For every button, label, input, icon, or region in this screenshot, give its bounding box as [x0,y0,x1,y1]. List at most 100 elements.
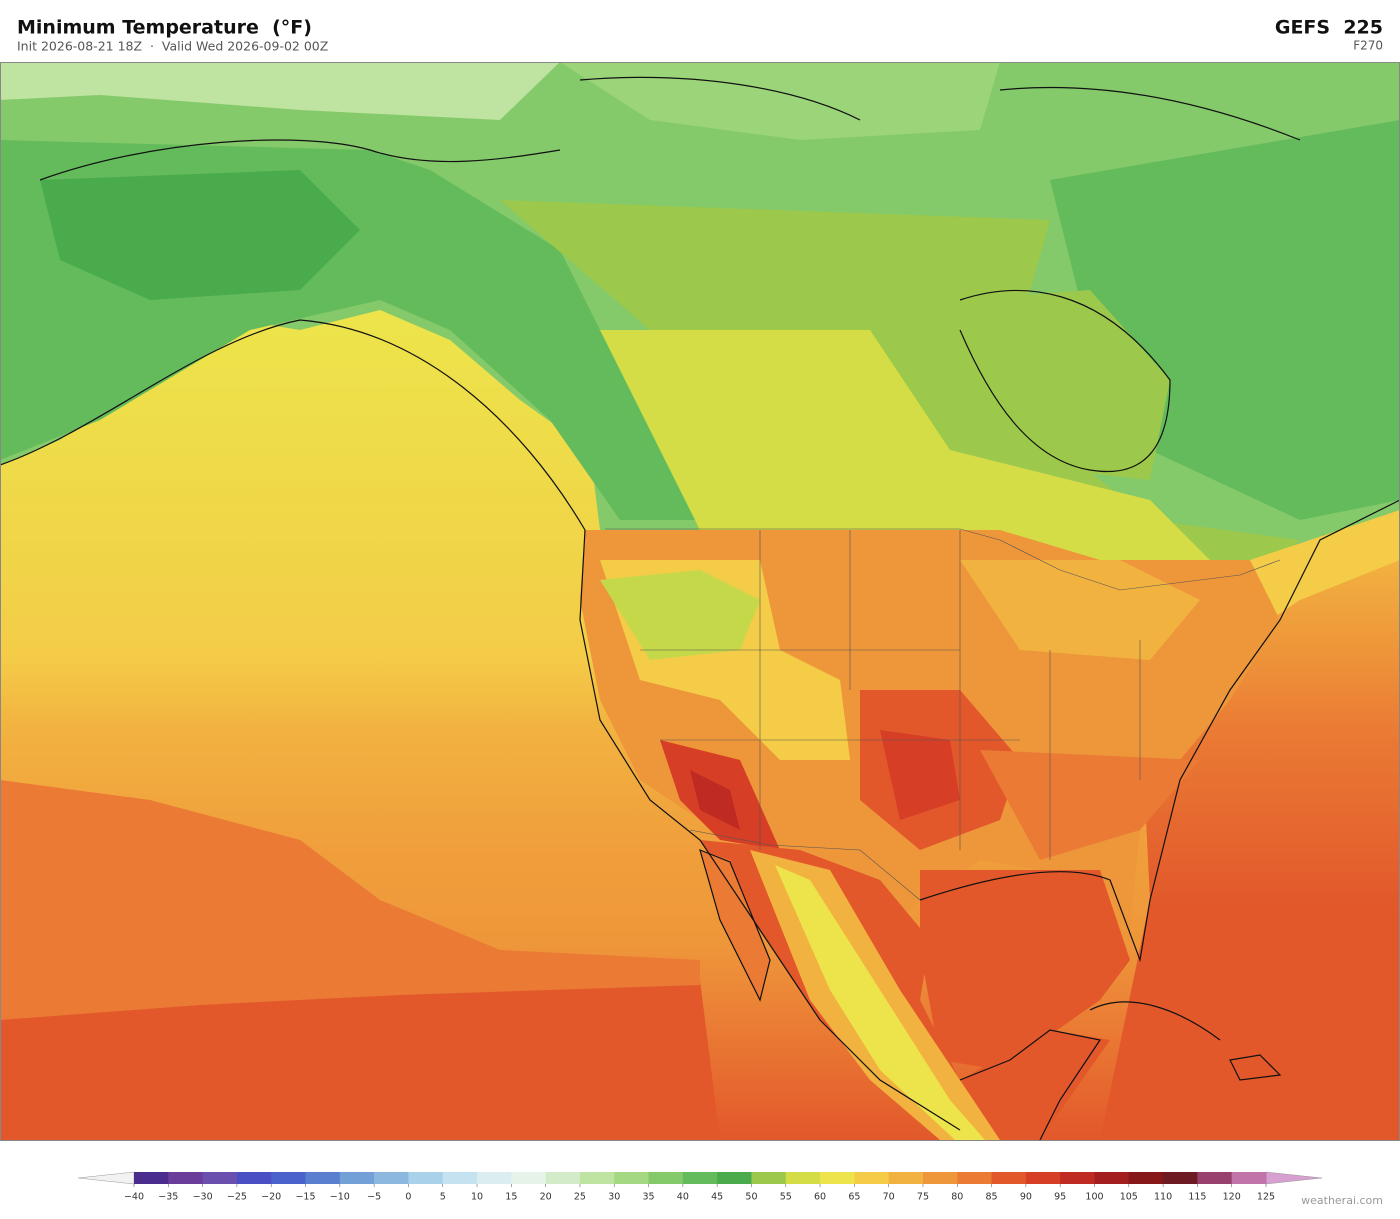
colorbar-segment [442,1172,478,1184]
pacific-south [0,980,720,1140]
model-label: GEFS 225 [1275,17,1383,39]
colorbar-segment [236,1172,272,1184]
southeast [980,750,1200,860]
colorbar-segment [202,1172,238,1184]
colorbar-tick-label: 120 [1223,1192,1241,1203]
colorbar-segment [614,1172,650,1184]
colorbar-tick-label: 85 [986,1192,998,1203]
colorbar-tick-label: 25 [574,1192,586,1203]
map [0,62,1400,1141]
colorbar-tick-label: 65 [848,1192,860,1203]
colorbar-segment [305,1172,341,1184]
state-lines [640,530,1141,860]
northeast-coast [1240,510,1400,640]
colorbar-segment [1231,1172,1267,1184]
colorbar-segment [888,1172,924,1184]
colorbar-tick-label: 115 [1188,1192,1206,1203]
gulf [920,870,1130,1070]
gulf-coastline [919,499,1400,963]
alaska-interior [40,170,360,300]
colorbar-segment [717,1172,752,1184]
colorbar-tick-label: −35 [158,1192,178,1203]
desert-hot [690,770,740,830]
colorbar: −40 −35 −30 −25 −20 −15 −10 −5 0 5 10 15 20 25 30 35 40 4… [77,1171,1323,1203]
colorbar-under [77,1171,135,1185]
arctic-islands [560,62,1000,140]
colorbar-segment [854,1172,890,1184]
colorbar-tick-label: −10 [330,1192,350,1203]
colorbar-tick-label: 80 [951,1192,963,1203]
subtitle: Init 2026-08-21 18Z · Valid Wed 2026-09-… [17,39,328,54]
colorbar-tick-label: 20 [540,1192,552,1203]
west-coastline [0,319,961,1131]
colorbar-tick-label: −5 [367,1192,381,1203]
colorbar-segment [168,1172,204,1184]
colorbar-tick-label: 40 [677,1192,689,1203]
colorbar-tick-label: 0 [405,1192,411,1203]
colorbar-segment [477,1172,512,1184]
colorbar-segment [339,1172,375,1184]
colorbar-segment [682,1172,718,1184]
colorbar-segment [1060,1172,1095,1184]
colorbar-tick-label: 5 [440,1192,446,1203]
baja-coastline [699,848,771,1002]
colorbar-segment [991,1172,1027,1184]
hudson-bay-coastline [959,289,1171,473]
colorbar-segment [1197,1172,1233,1184]
us-mexico-border [689,829,921,901]
colorbar-tick-label: 60 [814,1192,826,1203]
colorbar-tick-label: 35 [642,1192,654,1203]
colorbar-tick-label: 10 [471,1192,483,1203]
baja [700,850,770,1000]
colorbar-tick-label: −40 [124,1192,144,1203]
forecast-hour: F270 [1353,39,1383,53]
hispaniola-coastline [1229,1054,1282,1081]
colorbar-segment [648,1172,684,1184]
colorbar-tick-label: 125 [1257,1192,1275,1203]
colorbar-tick-label: 45 [711,1192,723,1203]
colorbar-tick-label: −25 [227,1192,247,1203]
colorbar-segment [922,1172,958,1184]
colorbar-tick-label: −20 [261,1192,281,1203]
colorbar-tick-label: 105 [1120,1192,1138,1203]
pacific-southwest [0,780,700,1020]
colorbar-segment [134,1172,169,1184]
hudson-bay [960,290,1170,480]
colorbar-segment [751,1172,787,1184]
colorbar-segment [374,1172,409,1184]
colorbar-tick-label: 95 [1054,1192,1066,1203]
colorbar-segment [511,1172,547,1184]
colorbar-tick-label: 75 [917,1192,929,1203]
colorbar-segment [408,1172,444,1184]
colorbar-tick-label: 110 [1154,1192,1172,1203]
colorbar-tick-label: 90 [1020,1192,1032,1203]
arctic-coastline [39,76,1301,181]
colorbar-segment [957,1172,993,1184]
colorbar-segment [1025,1172,1061,1184]
colorbar-segment [579,1172,615,1184]
colorbar-segment [785,1172,821,1184]
colorbar-tick-label: 100 [1085,1192,1103,1203]
colorbar-tick-label: −15 [295,1192,315,1203]
colorbar-segment [271,1172,307,1184]
title: Minimum Temperature (°F) [17,17,312,39]
colorbar-segment [1163,1172,1198,1184]
colorbar-tick-label: 15 [505,1192,517,1203]
great-lakes [960,560,1200,660]
colorbar-tick-label: −30 [193,1192,213,1203]
colorbar-segment [1128,1172,1164,1184]
colorbar-over [1265,1171,1323,1185]
colorbar-segment [820,1172,855,1184]
colorbar-tick-label: 55 [780,1192,792,1203]
yucatan-coastline [959,1029,1101,1141]
colorbar-tick-label: 50 [745,1192,757,1203]
arctic-light [0,62,560,120]
colorbar-segment [545,1172,581,1184]
mexico-spine [775,865,985,1140]
credit: weatherai.com [1301,1194,1383,1207]
colorbar-segment [1094,1172,1130,1184]
us-canada-border [605,528,1281,591]
colorbar-tick-label: 30 [608,1192,620,1203]
